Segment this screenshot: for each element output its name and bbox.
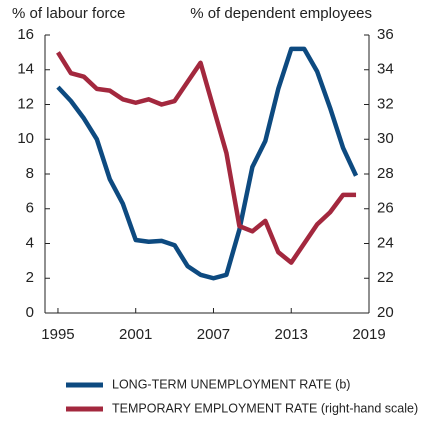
y2-tick-label: 24 (377, 234, 394, 251)
legend-label: TEMPORARY EMPLOYMENT RATE (right-hand sc… (112, 401, 418, 415)
y2-tick-label: 36 (377, 26, 394, 43)
x-tick-label: 2013 (275, 326, 308, 343)
y2-tick-label: 26 (377, 200, 394, 217)
line-series (56, 51, 357, 265)
y2-tick-label: 30 (377, 130, 394, 147)
x-tick-label: 2001 (119, 326, 152, 343)
y2-axis-label: % of dependent employees (190, 5, 372, 22)
y-tick-label: 4 (26, 234, 34, 251)
y-axis-label: % of labour force (12, 5, 125, 22)
y2-tick-label: 20 (377, 304, 394, 321)
y-tick-label: 2 (26, 269, 34, 286)
y-tick-label: 14 (17, 61, 34, 78)
y2-tick-label: 22 (377, 269, 394, 286)
y2-tick-label: 34 (377, 61, 394, 78)
y-tick-label: 6 (26, 200, 34, 217)
y2-tick-label: 32 (377, 95, 394, 112)
line-series (56, 46, 359, 281)
y-tick-label: 8 (26, 165, 34, 182)
y-tick-label: 0 (26, 304, 34, 321)
y2-tick-label: 28 (377, 165, 394, 182)
legend-label: LONG-TERM UNEMPLOYMENT RATE (b) (112, 377, 350, 391)
y-tick-label: 12 (17, 95, 34, 112)
x-tick-label: 1995 (41, 326, 74, 343)
x-tick-label: 2019 (352, 326, 385, 343)
y-tick-label: 16 (17, 26, 34, 43)
y-tick-label: 10 (17, 130, 34, 147)
x-tick-label: 2007 (197, 326, 230, 343)
